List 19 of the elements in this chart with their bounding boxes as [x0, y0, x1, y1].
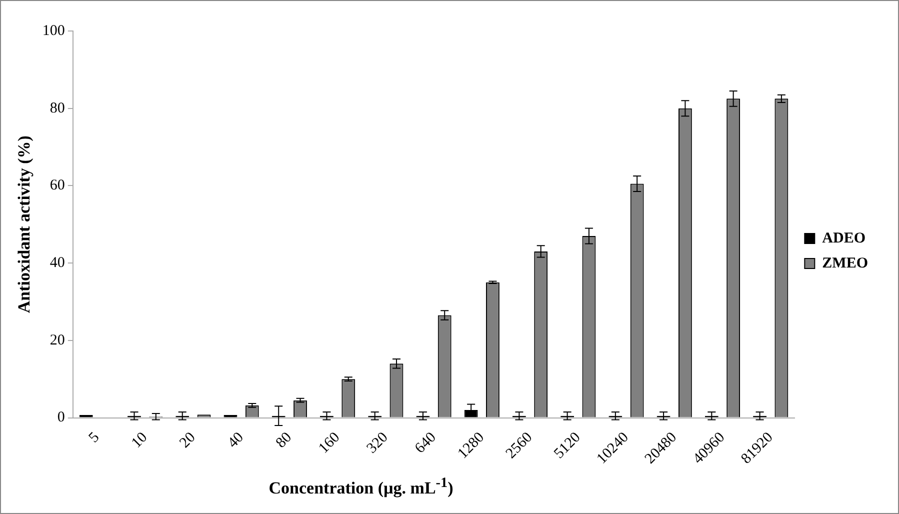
x-tick-label: 5: [86, 429, 103, 446]
x-tick-label: 640: [412, 429, 440, 457]
x-tick-label: 80: [273, 429, 296, 452]
legend-label: ADEO: [822, 230, 866, 246]
y-tick-label: 0: [57, 410, 65, 426]
legend-label: ZMEO: [822, 255, 868, 272]
y-axis-title: Antioxidant activity (%): [14, 136, 34, 314]
x-tick-label: 40: [225, 429, 247, 452]
y-tick-label: 60: [50, 178, 65, 194]
x-tick-label: 20: [176, 429, 199, 452]
y-tick-label: 40: [50, 254, 65, 271]
x-axis-title: Concentration (µg. mL$^{-1}$): [268, 475, 454, 499]
x-tick-label: 10: [128, 429, 151, 452]
y-tick-label: 100: [42, 22, 65, 39]
x-tick-label: 1280: [454, 429, 488, 462]
x-tick-label: 160: [316, 429, 344, 457]
y-tick-label: 20: [50, 332, 65, 348]
x-tick-label: 320: [364, 429, 392, 457]
y-tick-label: 80: [50, 100, 65, 116]
